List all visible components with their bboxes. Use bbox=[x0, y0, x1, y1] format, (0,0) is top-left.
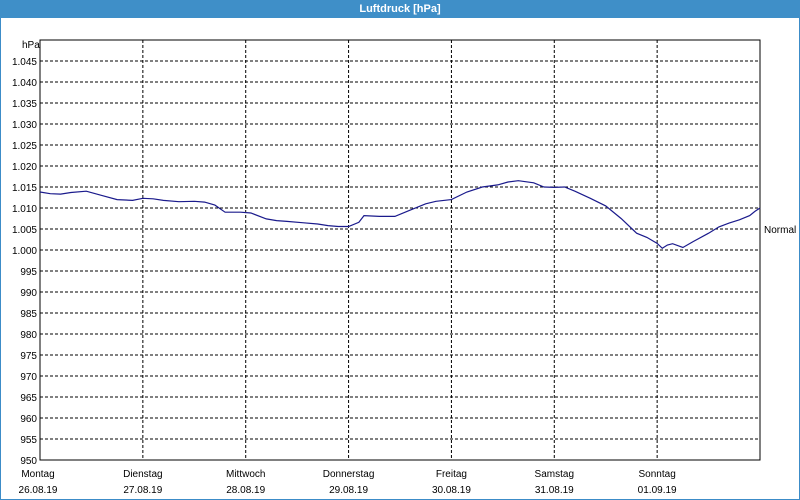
x-tick-day: Sonntag bbox=[639, 469, 676, 480]
reference-label: Normal bbox=[764, 225, 796, 236]
y-tick-label: 955 bbox=[20, 435, 37, 446]
window-title: Luftdruck [hPa] bbox=[0, 0, 800, 18]
x-tick-day: Mittwoch bbox=[226, 469, 265, 480]
y-tick-label: 1.015 bbox=[12, 183, 37, 194]
x-tick-date: 01.09.19 bbox=[638, 485, 677, 496]
y-tick-label: 985 bbox=[20, 309, 37, 320]
pressure-series-line bbox=[39, 180, 761, 250]
y-tick-label: 1.025 bbox=[12, 141, 37, 152]
x-tick-date: 30.08.19 bbox=[432, 485, 471, 496]
grid-lines bbox=[40, 40, 760, 461]
y-tick-label: 960 bbox=[20, 414, 37, 425]
series-group bbox=[39, 180, 761, 250]
y-tick-label: 1.030 bbox=[12, 120, 37, 131]
x-tick-day: Donnerstag bbox=[323, 469, 375, 480]
x-tick-day: Montag bbox=[21, 469, 54, 480]
y-tick-label: 950 bbox=[20, 456, 37, 467]
x-tick-day: Samstag bbox=[535, 469, 574, 480]
x-tick-labels: Montag 26.08.19 Dienstag 27.08.19 Mittwoch 28… bbox=[19, 469, 678, 496]
y-tick-label: 965 bbox=[20, 393, 37, 404]
y-tick-label: 1.035 bbox=[12, 99, 37, 110]
y-tick-label: 990 bbox=[20, 288, 37, 299]
y-tick-label: 1.010 bbox=[12, 204, 37, 215]
y-tick-label: 1.000 bbox=[12, 246, 37, 257]
x-tick-date: 29.08.19 bbox=[329, 485, 368, 496]
x-tick-day: Freitag bbox=[436, 469, 467, 480]
x-tick-day: Dienstag bbox=[123, 469, 162, 480]
y-axis-label: hPa bbox=[22, 40, 40, 51]
y-tick-label: 975 bbox=[20, 351, 37, 362]
y-tick-label: 995 bbox=[20, 267, 37, 278]
x-tick-date: 27.08.19 bbox=[123, 485, 162, 496]
y-tick-label: 1.005 bbox=[12, 225, 37, 236]
x-tick-date: 26.08.19 bbox=[19, 485, 58, 496]
x-tick-date: 31.08.19 bbox=[535, 485, 574, 496]
plot-area-border bbox=[39, 39, 761, 461]
y-tick-labels: 950 955 960 965 970 975 980 985 990 995 1.000 1.005… bbox=[12, 57, 37, 467]
y-tick-label: 970 bbox=[20, 372, 37, 383]
y-tick-label: 980 bbox=[20, 330, 37, 341]
y-tick-label: 1.045 bbox=[12, 57, 37, 68]
y-tick-label: 1.040 bbox=[12, 78, 37, 89]
x-tick-date: 28.08.19 bbox=[226, 485, 265, 496]
y-tick-label: 1.020 bbox=[12, 162, 37, 173]
